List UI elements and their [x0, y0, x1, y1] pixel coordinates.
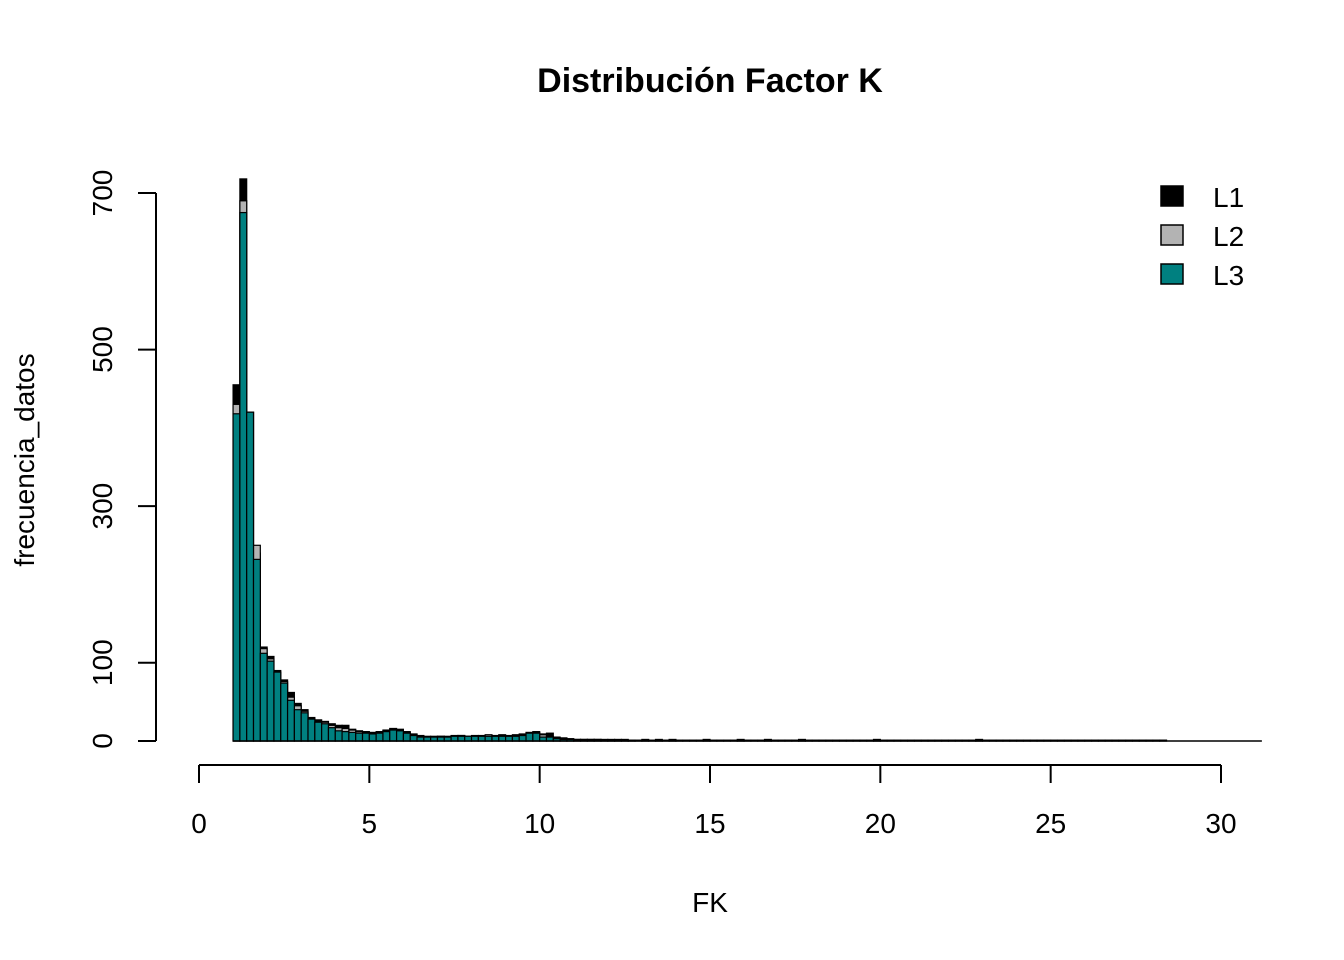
legend-swatch-l1: [1160, 185, 1184, 207]
chart-title: Distribución Factor K: [537, 62, 883, 100]
bar-l3: [375, 732, 384, 742]
y-axis-label: frecuencia_datos: [9, 353, 40, 566]
bar-l3: [348, 731, 357, 742]
bar-l3: [300, 712, 309, 742]
x-tick-label: 30: [1205, 808, 1236, 839]
bar-l3: [307, 718, 316, 742]
bar-l3: [259, 652, 268, 742]
bar-l3: [286, 699, 295, 742]
y-tick-label: 700: [87, 170, 118, 217]
bar-l3: [334, 730, 343, 742]
bar-l3: [327, 727, 336, 742]
x-axis: 0 5 10 15 20 25 30: [191, 764, 1237, 839]
histogram-bars: [232, 178, 1262, 742]
bar-l3: [314, 721, 323, 742]
bar-l3: [321, 723, 330, 742]
bar-l3: [518, 734, 527, 742]
x-tick-label: 0: [191, 808, 207, 839]
bar-l3: [409, 734, 418, 742]
bar-l3: [232, 413, 241, 742]
bar-l3: [525, 732, 534, 742]
legend-label-l2: L2: [1213, 221, 1244, 252]
bar-l3: [341, 731, 350, 742]
y-tick-label: 300: [87, 483, 118, 530]
x-tick-label: 5: [362, 808, 378, 839]
legend-swatch-l2: [1160, 224, 1184, 246]
legend-swatch-l3: [1160, 263, 1184, 285]
y-axis: 0 100 300 500 700: [87, 170, 157, 749]
x-tick-label: 20: [865, 808, 896, 839]
bar-l3: [252, 558, 261, 742]
y-tick-label: 500: [87, 326, 118, 373]
bar-l3: [273, 671, 282, 742]
x-tick-label: 25: [1035, 808, 1066, 839]
bar-l3: [266, 660, 275, 742]
y-tick-label: 0: [87, 733, 118, 749]
bar-l3: [246, 411, 255, 742]
bar-l3: [382, 731, 391, 742]
bar-l3: [355, 732, 364, 742]
bar-l3: [361, 732, 370, 742]
legend-label-l3: L3: [1213, 260, 1244, 291]
x-axis-label: FK: [692, 887, 728, 918]
legend-label-l1: L1: [1213, 182, 1244, 213]
legend: L1 L2 L3: [1160, 182, 1244, 291]
bar-l3: [389, 729, 398, 742]
bar-l3: [239, 211, 248, 742]
bar-l3: [402, 732, 411, 742]
bar-l3: [395, 730, 404, 742]
x-tick-label: 15: [694, 808, 725, 839]
bar-l3: [293, 709, 302, 742]
x-tick-label: 10: [524, 808, 555, 839]
bar-l3: [532, 732, 541, 742]
bar-l3: [280, 682, 289, 742]
y-tick-label: 100: [87, 639, 118, 686]
bar-l3: [368, 733, 377, 742]
